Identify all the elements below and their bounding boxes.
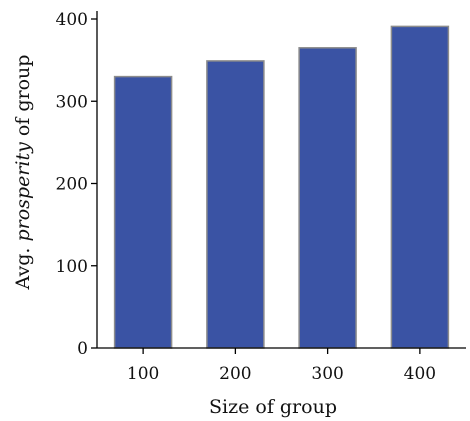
- y-tick-label-200: 200: [56, 175, 88, 195]
- axes-group: [96, 11, 466, 349]
- bar-300: [298, 47, 357, 349]
- y-axis-title-suffix: of group: [12, 55, 34, 143]
- x-tick-label-300: 300: [311, 364, 343, 384]
- bar-200: [206, 60, 265, 349]
- x-axis-title: Size of group: [209, 396, 337, 418]
- x-tick-label-400: 400: [404, 364, 436, 384]
- ticks-group: 0 100 200 300 400 100 200 300 400: [56, 10, 437, 384]
- x-tick-label-200: 200: [219, 364, 251, 384]
- y-axis-title: Avg. prosperity of group: [12, 55, 34, 291]
- y-tick-label-0: 0: [77, 339, 88, 359]
- y-axis-title-emphasis: prosperity: [12, 142, 34, 242]
- x-tick-label-100: 100: [127, 364, 159, 384]
- y-tick-label-100: 100: [56, 257, 88, 277]
- y-tick-label-400: 400: [56, 10, 88, 30]
- y-tick-label-300: 300: [56, 92, 88, 112]
- bars-group: [113, 25, 450, 349]
- bar-100: [113, 75, 173, 349]
- bar-400: [390, 25, 450, 349]
- y-axis-title-prefix: Avg.: [12, 242, 34, 291]
